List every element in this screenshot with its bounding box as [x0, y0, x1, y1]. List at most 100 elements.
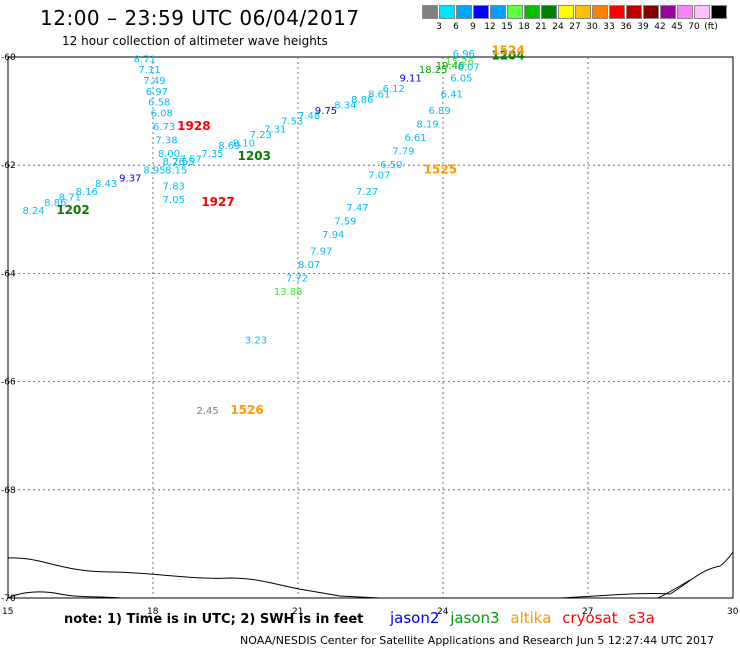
wave-height-label: 7.23: [250, 130, 272, 141]
pass-time-label: 1203: [238, 149, 271, 163]
pass-time-label: 1928: [177, 119, 210, 133]
color-swatch: [507, 5, 523, 19]
wave-height-label: 2.45: [197, 406, 219, 417]
wave-height-label: 9.75: [315, 106, 337, 117]
wave-height-label: 6.97: [146, 87, 168, 98]
pass-time-label: 1204: [491, 49, 524, 63]
wave-height-label: 3.23: [245, 336, 267, 347]
color-scale-label: 45: [671, 22, 683, 32]
wave-height-label: 7.55: [172, 157, 194, 168]
page-subtitle: 12 hour collection of altimeter wave hei…: [62, 34, 328, 48]
map-frame: [7, 56, 734, 599]
wave-height-label: 6.12: [383, 84, 405, 95]
color-scale-label: 42: [654, 22, 666, 32]
lon-label: 21: [292, 607, 303, 617]
color-scale-label: 30: [586, 22, 598, 32]
color-scale-label: 24: [552, 22, 564, 32]
color-swatch: [439, 5, 455, 19]
credit-line: NOAA/NESDIS Center for Satellite Applica…: [240, 634, 715, 647]
color-scale-label: 12: [484, 22, 496, 32]
color-scale-label: 15: [501, 22, 513, 32]
wave-height-label: 7.48: [298, 111, 320, 122]
color-swatch: [592, 5, 608, 19]
wave-height-label: 6.08: [151, 109, 173, 120]
wave-height-label: 7.38: [155, 136, 177, 147]
wave-height-label: 6.07: [458, 63, 480, 74]
pass-time-label: 1202: [56, 203, 89, 217]
wave-height-label: 6.96: [453, 49, 475, 60]
wave-height-label: 6.89: [429, 106, 451, 117]
wave-height-label: 7.27: [356, 187, 378, 198]
lon-label: 24: [437, 607, 449, 617]
legend-altika: altika: [510, 609, 552, 627]
color-scale: [422, 5, 728, 21]
wave-height-label: 7.05: [163, 195, 185, 206]
lon-label: 27: [582, 607, 593, 617]
coastline: [559, 551, 734, 599]
wave-height-label: 13.88: [274, 287, 303, 298]
color-swatch: [541, 5, 557, 19]
legend-jason2: jason2: [390, 609, 440, 627]
lat-label: -62: [1, 161, 16, 171]
wave-height-label: 7.97: [310, 246, 332, 257]
pass-time-label: 1526: [230, 403, 263, 417]
wave-height-label: 18.25: [419, 65, 448, 76]
lat-label: -68: [1, 486, 16, 496]
wave-height-label: 7.47: [346, 203, 368, 214]
wave-height-label: 6.61: [404, 133, 426, 144]
wave-height-label: 15.26: [445, 57, 474, 68]
pass-time-label: 1525: [424, 162, 457, 176]
satellite-legend: jason2 jason3 altika cryosat s3a: [390, 609, 655, 627]
color-swatch: [558, 5, 574, 19]
color-swatch: [456, 5, 472, 19]
color-scale-label: 36: [620, 22, 632, 32]
lat-label: -70: [1, 594, 16, 604]
pass-time-label: 1524: [491, 43, 524, 57]
wave-height-label: 7.83: [163, 182, 185, 193]
wave-height-label: 8.26: [163, 157, 185, 168]
color-scale-label: 9: [470, 22, 476, 32]
wave-height-label: 6.41: [441, 90, 463, 101]
wave-height-label: 8.15: [165, 165, 187, 176]
legend-s3a: s3a: [628, 609, 655, 627]
wave-height-label: 9.11: [400, 73, 422, 84]
color-swatch: [473, 5, 489, 19]
legend-cryosat: cryosat: [562, 609, 618, 627]
color-swatch: [490, 5, 506, 19]
wave-height-label: 7.72: [286, 274, 308, 285]
color-scale-label: 70: [688, 22, 700, 32]
pass-time-label: 1927: [201, 195, 234, 209]
coastline: [7, 591, 121, 599]
wave-height-label: 7.07: [368, 171, 390, 182]
wave-height-label: 7.49: [143, 76, 165, 87]
color-swatch: [422, 5, 438, 19]
wave-height-label: 7.94: [322, 230, 344, 241]
wave-height-label: 8.19: [416, 119, 438, 130]
wave-height-label: 7.11: [139, 65, 161, 76]
wave-height-label: 8.69: [218, 141, 240, 152]
color-scale-label: 39: [637, 22, 649, 32]
color-scale-label: (ft): [704, 22, 718, 32]
footnote: note: 1) Time is in UTC; 2) SWH is in fe…: [64, 612, 364, 627]
color-scale-label: 6: [453, 22, 459, 32]
wave-height-label: 8.86: [44, 198, 66, 209]
wave-height-label: 8.71: [59, 192, 81, 203]
wave-height-label: 8.24: [23, 206, 45, 217]
lon-label: 30: [727, 607, 739, 617]
wave-height-label: 7.79: [392, 146, 414, 157]
wave-height-label: 8.61: [368, 90, 390, 101]
color-swatch: [711, 5, 727, 19]
wave-height-label: 6.50: [380, 160, 402, 171]
color-scale-label: 33: [603, 22, 615, 32]
wave-height-label: 19.46: [436, 61, 465, 72]
color-swatch: [524, 5, 540, 19]
lat-label: -64: [1, 269, 16, 279]
wave-height-label: 6.73: [153, 122, 175, 133]
color-scale-label: 3: [436, 22, 442, 32]
color-swatch: [575, 5, 591, 19]
lon-label: 15: [2, 607, 13, 617]
wave-height-label: 8.16: [76, 187, 98, 198]
color-scale-label: 21: [535, 22, 547, 32]
page-title: 12:00 – 23:59 UTC 06/04/2017: [40, 6, 360, 30]
